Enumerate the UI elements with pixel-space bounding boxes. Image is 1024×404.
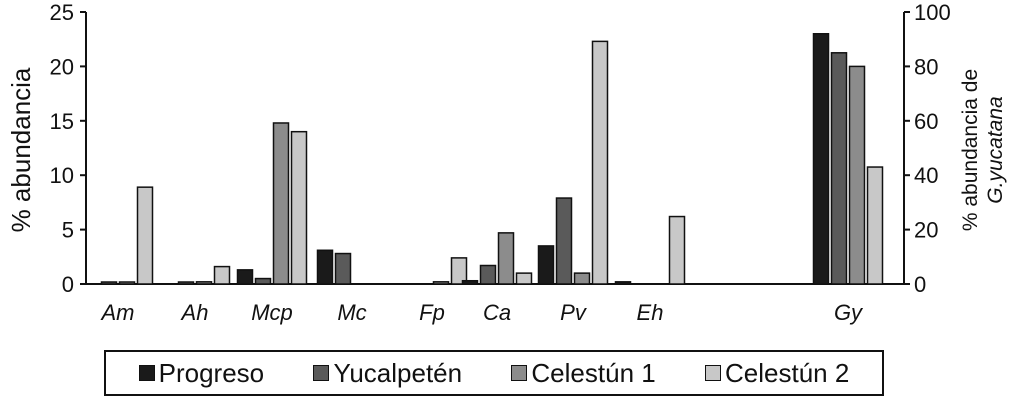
bar-gy-2 [830,52,848,285]
y2-axis-label-line2: G.yucatana [984,96,1007,203]
bar-am-2 [100,281,118,285]
category-label: Fp [419,300,445,325]
bar-eh-4 [668,215,686,285]
bar-mc-2 [334,252,352,285]
legend-item: Celestún 1 [511,357,656,389]
bar-mc-1 [316,249,334,285]
bar-pv-3 [573,272,591,285]
category-label: Pv [560,300,588,325]
bar-ca-1 [461,279,479,285]
bar-mcp-3 [272,122,290,285]
y-tick-label: 15 [50,109,74,134]
bar-ah-3 [195,281,213,285]
bar-pv-1 [537,245,555,285]
bar-ah-4 [213,265,231,285]
bar-fp-4 [450,257,468,285]
legend-swatch [313,365,330,381]
y2-tick-label: 20 [914,218,938,243]
legend-swatch [511,365,528,381]
bar-fp-3 [432,281,450,285]
category-label: Eh [637,300,664,325]
y-axis-label: % abundancia [6,67,36,232]
y-tick-label: 10 [50,163,74,188]
category-label: Gy [834,300,864,325]
y-axis-right: 0 20 40 60 80 100 [903,0,951,297]
bar-mcp-1 [236,269,254,285]
y2-tick-label: 80 [914,54,938,79]
y-tick-label: 0 [62,272,74,297]
y2-tick-label: 60 [914,109,938,134]
category-label: Ca [483,300,511,325]
y-tick-label: 25 [50,0,74,25]
legend-item: Yucalpetén [313,358,462,389]
legend-label: Yucalpetén [333,357,463,388]
y2-tick-label: 100 [914,0,951,25]
bar-pv-2 [555,197,573,285]
bars [100,33,884,285]
legend-label: Celestún 2 [725,357,850,388]
category-label: Mc [337,300,366,325]
y-tick-label: 20 [50,54,74,79]
y2-tick-label: 0 [914,272,926,297]
legend-label: Celestún 1 [531,357,656,388]
bar-mcp-4 [290,130,308,285]
bar-ca-2 [479,264,497,285]
legend-label: Progreso [158,357,265,388]
bar-mcp-2 [254,277,272,285]
y-axis-left: 0 5 10 15 20 25 [50,0,87,297]
legend-swatch [138,365,155,381]
category-label: Ah [180,300,209,325]
bar-gy-4 [866,166,884,285]
bar-ca-4 [515,272,533,285]
legend-swatch [705,365,722,381]
category-label: Mcp [251,300,293,325]
bar-eh-1 [614,281,632,285]
bar-gy-1 [812,33,830,285]
legend-item: Progreso [138,357,265,389]
category-label: Am [100,300,135,325]
legend: Progreso Yucalpetén Celestún 1 Celestún 2 [104,350,884,396]
bar-ah-2 [177,281,195,285]
y-tick-label: 5 [62,218,74,243]
bar-am-3 [118,281,136,285]
bar-am-4 [136,186,154,285]
bar-ca-3 [497,232,515,285]
bar-pv-4 [591,40,609,285]
legend-item: Celestún 2 [705,358,849,389]
bar-gy-3 [848,65,866,285]
y2-axis-label-line1: % abundancia de [959,69,982,231]
category-labels: Am Ah Mcp Mc Fp Ca Pv Eh Gy [100,300,865,325]
y2-tick-label: 40 [914,163,938,188]
